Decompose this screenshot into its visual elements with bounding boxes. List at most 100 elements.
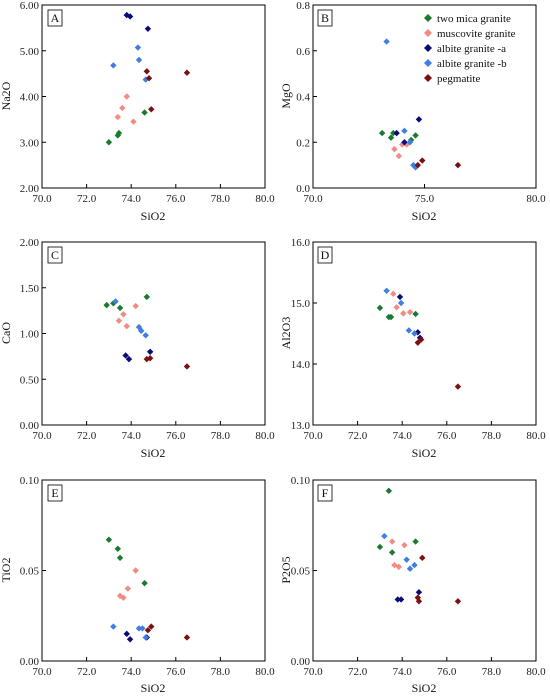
panel-f-ytick-label: 0.00 bbox=[291, 656, 311, 668]
legend-entry-muscovite: muscovite granite bbox=[424, 28, 516, 40]
panel-a-point-albite-granite-a bbox=[144, 25, 152, 32]
panel-d-xtick-label: 74.0 bbox=[393, 430, 413, 442]
panel-e-ytick-label: 0.00 bbox=[20, 656, 40, 668]
panel-c-point-pegmatite bbox=[146, 355, 154, 362]
panel-a-ytick-label: 4.00 bbox=[20, 92, 40, 104]
panel-a-ytick-label: 3.00 bbox=[20, 137, 40, 149]
panel-e-point-two-mica-granite bbox=[105, 536, 113, 543]
panel-d-point-two-mica-granite bbox=[387, 313, 395, 321]
panel-a-point-albite-granite-b bbox=[135, 56, 143, 64]
legend-entry-albite-b: albite granite -b bbox=[424, 58, 507, 70]
panel-a-point-two-mica-granite bbox=[115, 129, 123, 137]
panel-d-xtick-label: 72.0 bbox=[348, 430, 368, 442]
panel-b-point-albite-granite-b bbox=[406, 139, 414, 146]
panel-c-ytick-label: 1.00 bbox=[20, 329, 40, 341]
legend-marker-two-mica bbox=[424, 14, 432, 22]
panel-c-point-albite-granite-a bbox=[122, 352, 129, 359]
panel-a-xtick-label: 78.0 bbox=[211, 193, 231, 205]
panel-c-xtick-label: 70.0 bbox=[32, 430, 52, 442]
panel-a-point-muscovite-granite bbox=[123, 93, 130, 100]
panel-f-xtick-label: 76.0 bbox=[437, 666, 457, 678]
legend-label-albite-a: albite granite -a bbox=[437, 43, 506, 55]
panel-a-point-pegmatite bbox=[143, 68, 151, 75]
legend-label-muscovite: muscovite granite bbox=[437, 28, 516, 40]
panel-a-point-muscovite-granite bbox=[119, 104, 126, 112]
panel-a-letter-text: A bbox=[51, 11, 60, 25]
panel-b-point-pegmatite bbox=[414, 161, 422, 169]
panel-e-point-albite-granite-a bbox=[126, 636, 134, 643]
panel-d-point-two-mica-granite bbox=[412, 310, 419, 318]
panel-a-point-albite-granite-b bbox=[110, 62, 117, 69]
legend-marker-pegmatite bbox=[424, 74, 432, 82]
panel-d-ytick-label: 14.0 bbox=[291, 359, 311, 371]
panel-f-point-albite-granite-a bbox=[397, 596, 405, 603]
panel-a-ytick-label: 5.00 bbox=[20, 46, 40, 58]
panel-e-xlabel: SiO2 bbox=[141, 681, 166, 695]
panel-f-xtick-label: 72.0 bbox=[348, 666, 368, 678]
panel-e-point-two-mica-granite bbox=[141, 579, 148, 587]
panel-d-point-albite-granite-b bbox=[383, 287, 390, 294]
panel-c-point-albite-granite-b bbox=[138, 327, 145, 334]
legend-entry-albite-a: albite granite -a bbox=[424, 43, 506, 55]
panel-c-point-muscovite-granite bbox=[120, 311, 127, 318]
panel-a-point-pegmatite bbox=[148, 106, 155, 113]
panel-f-xtick-label: 80.0 bbox=[526, 666, 546, 678]
panel-b-xtick-label: 80.0 bbox=[526, 193, 546, 205]
panel-a-point-albite-granite-b bbox=[134, 44, 142, 51]
panel-d-ytick-label: 15.0 bbox=[291, 298, 311, 310]
chart-marks: 70.0 72.0 74.0 76.0 78.0 80.0 2.00 3.00 4.00 5.00… bbox=[20, 0, 546, 678]
panel-f-point-muscovite-granite bbox=[391, 561, 398, 569]
panel-b-ylabel: MgO bbox=[279, 83, 293, 109]
panel-d-point-albite-granite-a bbox=[396, 293, 404, 301]
panel-a-xlabel: SiO2 bbox=[141, 209, 166, 223]
panel-c-point-muscovite-granite bbox=[115, 317, 123, 324]
panel-f-point-two-mica-granite bbox=[388, 549, 396, 556]
panel-c-xtick-label: 74.0 bbox=[122, 430, 142, 442]
panel-f-point-muscovite-granite bbox=[401, 541, 408, 549]
panel-f-ylabel: P2O5 bbox=[279, 556, 293, 583]
panel-d-point-albite-granite-b bbox=[397, 299, 405, 307]
panel-e-point-albite-granite-b bbox=[142, 634, 149, 641]
panel-a-letter: A bbox=[47, 9, 63, 27]
panel-d-point-albite-granite-b bbox=[411, 330, 418, 337]
panel-d-frame bbox=[312, 241, 537, 426]
panel-a-xtick-label: 74.0 bbox=[122, 193, 142, 205]
panel-c-point-albite-granite-a bbox=[125, 355, 133, 363]
panel-d-xlabel: SiO2 bbox=[412, 446, 437, 460]
panel-b-xlabel: SiO2 bbox=[412, 209, 437, 223]
legend-label-two-mica: two mica granite bbox=[437, 13, 511, 25]
panel-c-ytick-label: 0.50 bbox=[20, 374, 40, 386]
panel-c-point-albite-granite-a bbox=[146, 348, 154, 355]
panel-b-point-albite-granite-a bbox=[393, 129, 400, 137]
panel-b-point-two-mica-granite bbox=[378, 129, 386, 137]
panel-c-point-two-mica-granite bbox=[103, 301, 110, 309]
panel-d-ylabel: Al2O3 bbox=[279, 317, 293, 350]
panel-a-point-two-mica-granite bbox=[141, 109, 148, 116]
panel-b-point-albite-granite-b bbox=[383, 38, 390, 45]
panel-c-xtick-label: 76.0 bbox=[166, 430, 186, 442]
panel-c-point-albite-granite-b bbox=[112, 298, 119, 305]
panel-e-xtick-label: 80.0 bbox=[255, 666, 275, 678]
panel-b-point-albite-granite-a bbox=[401, 139, 408, 146]
panel-c-point-two-mica-granite bbox=[116, 304, 124, 312]
panel-e-xtick-label: 70.0 bbox=[32, 666, 52, 678]
panel-f-point-albite-granite-a bbox=[394, 596, 401, 603]
panel-b-letter-text: B bbox=[321, 11, 329, 25]
panel-a-ylabel: Na2O bbox=[0, 81, 13, 110]
panel-b-point-two-mica-granite bbox=[387, 134, 395, 141]
panel-a-point-muscovite-granite bbox=[114, 113, 122, 121]
panel-b-point-muscovite-granite bbox=[391, 145, 398, 153]
legend-label-pegmatite: pegmatite bbox=[437, 73, 480, 85]
legend-entry-pegmatite: pegmatite bbox=[424, 73, 480, 85]
panel-f-xtick-label: 74.0 bbox=[393, 666, 413, 678]
panel-e-letter: E bbox=[47, 484, 63, 502]
panel-e-xtick-label: 72.0 bbox=[77, 666, 97, 678]
panel-d-letter: D bbox=[317, 246, 333, 264]
panel-b-point-pegmatite bbox=[419, 157, 426, 164]
panel-b-ytick-label: 0.4 bbox=[296, 92, 310, 104]
panel-c-xtick-label: 80.0 bbox=[255, 430, 275, 442]
panel-f-point-muscovite-granite bbox=[388, 538, 396, 545]
panel-e-point-pegmatite bbox=[183, 634, 191, 641]
panel-e-point-albite-granite-b bbox=[135, 625, 143, 632]
panel-d-point-muscovite-granite bbox=[400, 310, 407, 317]
